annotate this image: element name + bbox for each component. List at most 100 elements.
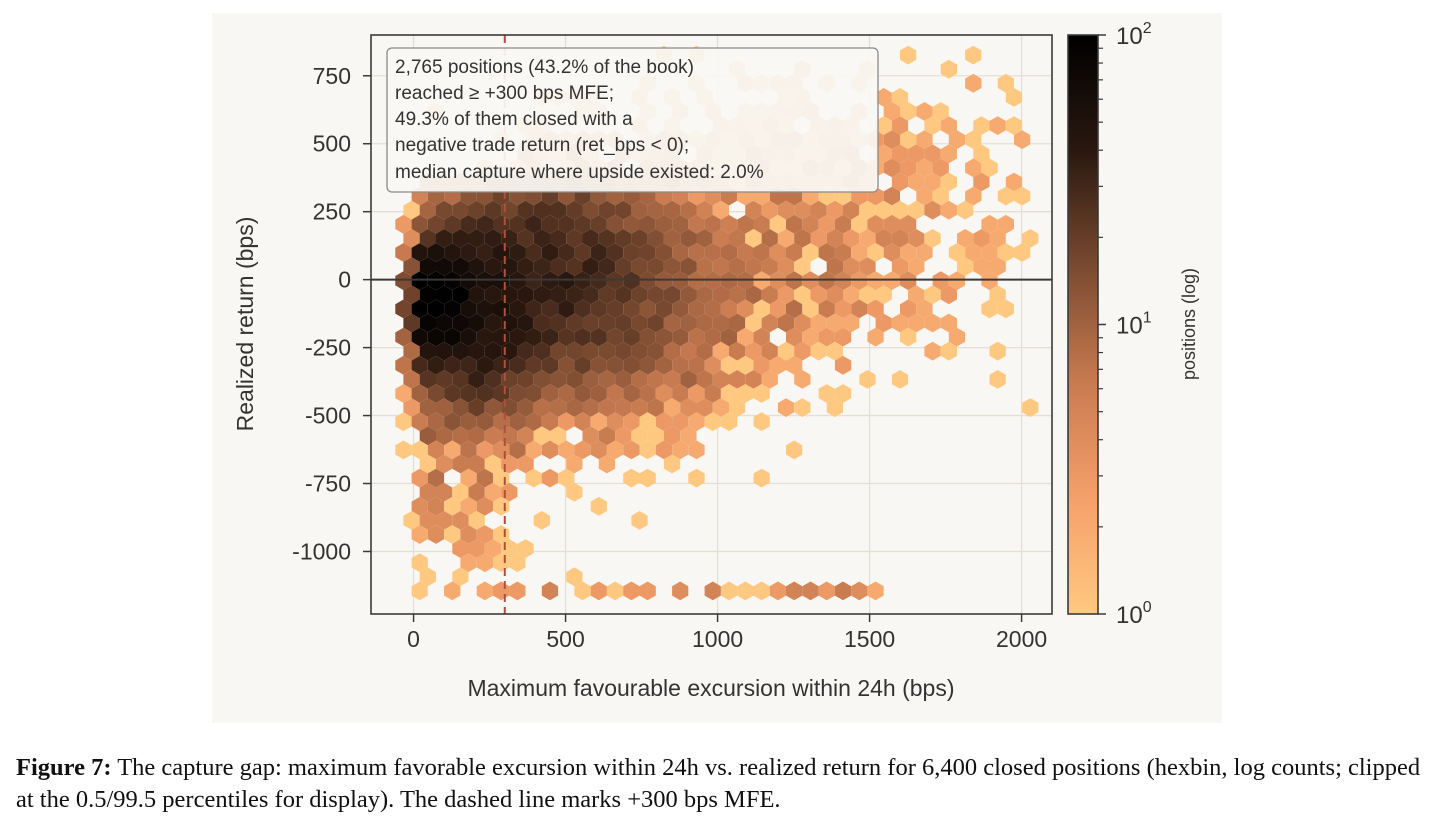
hexbin-cell <box>777 341 795 361</box>
hexbin-cell <box>867 299 884 319</box>
hexbin-cell <box>452 567 469 587</box>
hexbin-cell <box>550 341 567 361</box>
hexbin-cell <box>826 341 843 361</box>
hexbin-cell <box>615 426 632 446</box>
hexbin-cell <box>900 130 917 150</box>
hexbin-cell <box>615 341 632 361</box>
hexbin-cell <box>541 581 559 601</box>
hexbin-cell <box>826 200 843 220</box>
hexbin-cell <box>688 299 705 319</box>
hexbin-cell <box>834 271 852 291</box>
y-tick-label: -250 <box>305 335 351 361</box>
hexbin-cell <box>550 313 567 333</box>
hexbin-cell <box>484 341 502 361</box>
hexbin-cell <box>851 271 868 291</box>
hexbin-cell <box>802 299 819 319</box>
hexbin-cell <box>606 299 624 319</box>
hexbin-cell <box>590 412 607 432</box>
hexbin-cell <box>777 398 795 417</box>
colorbar-tick-label: 102 <box>1116 20 1152 50</box>
hexbin-cell <box>427 214 445 234</box>
hexbin-cell <box>444 327 461 347</box>
hexbin-cell <box>598 370 616 389</box>
hexbin-cell <box>647 313 664 333</box>
hexbin-cell <box>802 271 819 291</box>
hexbin-cell <box>688 468 705 488</box>
hexbin-cell <box>411 271 428 291</box>
hexbin-cell <box>436 285 453 305</box>
hexbin-cell <box>631 511 648 530</box>
y-tick-label: 0 <box>338 267 351 293</box>
hexbin-cell <box>924 200 941 220</box>
hexbin-cell <box>655 384 673 403</box>
hexbin-cell <box>1014 186 1031 206</box>
hexbin-cell <box>696 313 713 333</box>
hexbin-cell <box>712 229 729 248</box>
hexbin-cell <box>444 271 461 291</box>
hexbin-cell <box>460 440 477 460</box>
hexbin-cell <box>680 426 697 446</box>
hexbin-cell <box>655 327 673 347</box>
hexbin-cell <box>891 313 909 333</box>
hexbin-cell <box>403 313 420 333</box>
hexbin-cell <box>460 214 477 234</box>
hexbin-cell <box>712 398 729 417</box>
hexbin-cell <box>501 341 518 361</box>
hexbin-cell <box>574 581 591 601</box>
hexbin-cell <box>517 398 534 417</box>
hexbin-cell <box>403 257 420 276</box>
hexbin-cell <box>533 229 550 248</box>
caption-label: Figure 7: <box>16 754 112 781</box>
hexbin-cell <box>826 229 843 248</box>
hexbin-cell <box>720 299 738 319</box>
hexbin-cell <box>704 355 721 375</box>
hexbin-cell <box>997 73 1014 93</box>
hexbin-cell <box>436 482 453 502</box>
hexbin-cell <box>452 285 469 305</box>
hexbin-cell <box>786 214 803 234</box>
hexbin-cell <box>973 257 990 276</box>
hexbin-cell <box>452 200 469 220</box>
hexbin-cell <box>729 398 746 417</box>
hexbin-cell <box>598 313 616 333</box>
hexbin-cell <box>623 468 640 488</box>
hexbin-cell <box>403 511 420 530</box>
hexbin-cell <box>818 299 835 319</box>
hexbin-cell <box>696 341 713 361</box>
hexbin-cell <box>900 214 917 234</box>
hexbin-cell <box>509 384 526 403</box>
hexbin-cell <box>777 285 795 305</box>
hexbin-cell <box>566 257 583 276</box>
hexbin-cell <box>411 384 428 403</box>
hexbin-cell <box>444 440 461 460</box>
hexbin-cell <box>639 327 656 347</box>
hexbin-cell <box>582 426 599 446</box>
hexbin-cell <box>590 581 607 601</box>
hexbin-cell <box>663 285 681 305</box>
hexbin-cell <box>598 257 616 276</box>
hexbin-cell <box>533 200 550 220</box>
hexbin-cell <box>460 271 477 291</box>
hexbin-cell <box>1014 130 1031 150</box>
hexbin-cell <box>615 257 632 276</box>
hexbin-cell <box>932 102 949 121</box>
hexbin-cell <box>965 158 982 178</box>
hexbin-cell <box>427 412 445 432</box>
hexbin-cell <box>688 214 705 234</box>
hexbin-cell <box>900 299 917 319</box>
hexbin-cell <box>794 285 811 305</box>
hexbin-cell <box>737 327 754 347</box>
hexbin-cell <box>826 285 843 305</box>
y-tick-label: 500 <box>313 131 351 157</box>
hexbin-cell <box>517 341 534 361</box>
hexbin-cell <box>883 214 900 234</box>
hexbin-cell <box>834 299 852 319</box>
hexbin-cell <box>590 355 607 375</box>
hexbin-cell <box>745 341 762 361</box>
hexbin-cell <box>948 130 966 150</box>
x-tick-label: 500 <box>546 626 584 652</box>
hexbin-cell <box>720 214 738 234</box>
annotation-line-4: negative trade return (ret_bps < 0); <box>395 135 689 156</box>
hexbin-cell <box>940 341 957 361</box>
hexbin-cell <box>940 200 957 220</box>
